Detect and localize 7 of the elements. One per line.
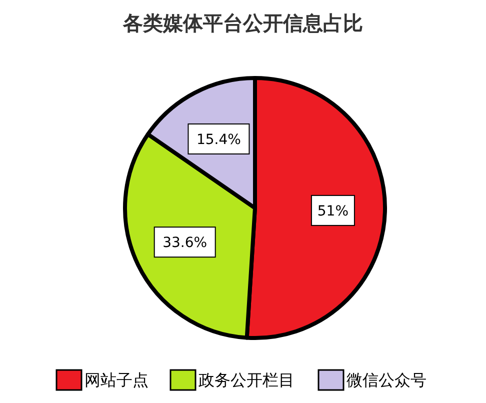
data-label: 33.6% [162,234,208,251]
data-label: 51% [317,203,349,220]
legend-label: 微信公众号 [346,370,426,390]
legend-label: 政务公开栏目 [198,370,294,390]
chart-title: 各类媒体平台公开信息占比 [122,11,363,35]
data-label: 15.4% [196,132,241,148]
legend-label: 网站子点 [84,370,148,390]
